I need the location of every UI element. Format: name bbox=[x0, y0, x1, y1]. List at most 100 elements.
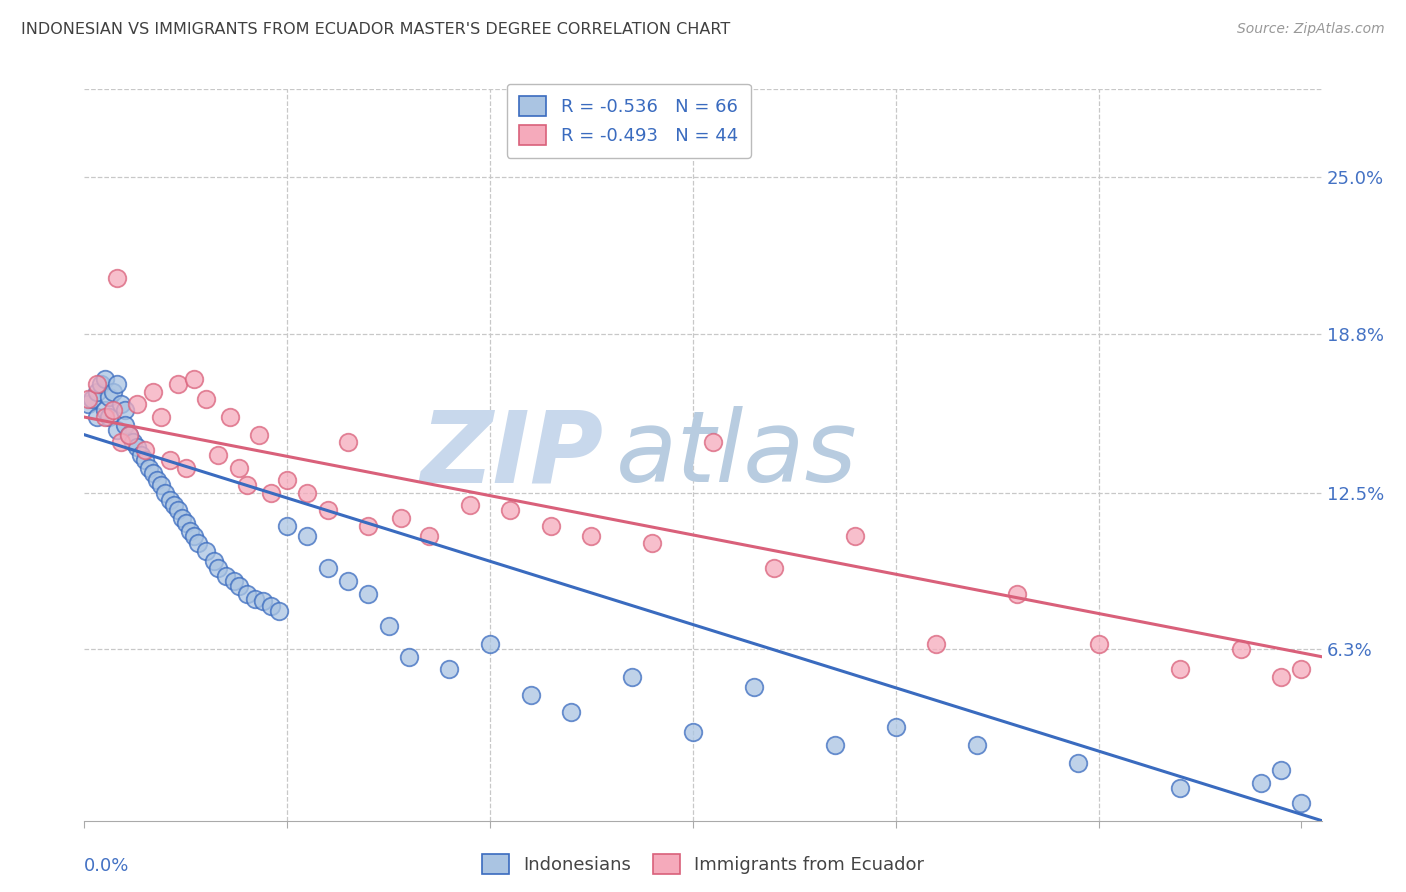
Point bbox=[762, 561, 785, 575]
Point bbox=[581, 528, 603, 542]
Point bbox=[884, 720, 907, 734]
Text: Source: ZipAtlas.com: Source: ZipAtlas.com bbox=[1237, 22, 1385, 37]
Point bbox=[224, 574, 246, 588]
Point bbox=[195, 392, 218, 407]
Point bbox=[86, 377, 108, 392]
Point bbox=[105, 423, 128, 437]
Text: atlas: atlas bbox=[616, 407, 858, 503]
Point bbox=[260, 599, 283, 614]
Point bbox=[159, 453, 181, 467]
Point bbox=[389, 511, 412, 525]
Point bbox=[150, 478, 173, 492]
Point bbox=[159, 493, 181, 508]
Point bbox=[247, 427, 270, 442]
Point bbox=[174, 516, 197, 530]
Point bbox=[824, 738, 846, 752]
Point bbox=[1270, 763, 1292, 777]
Point bbox=[77, 397, 100, 411]
Point bbox=[155, 485, 177, 500]
Point bbox=[1270, 670, 1292, 684]
Point bbox=[357, 587, 380, 601]
Point bbox=[621, 670, 644, 684]
Point bbox=[458, 499, 481, 513]
Point bbox=[682, 725, 704, 739]
Point bbox=[215, 569, 238, 583]
Point bbox=[179, 524, 201, 538]
Point bbox=[195, 543, 218, 558]
Point bbox=[138, 460, 160, 475]
Point bbox=[357, 518, 380, 533]
Point bbox=[110, 397, 132, 411]
Point bbox=[243, 591, 266, 606]
Point bbox=[101, 402, 124, 417]
Point bbox=[142, 466, 165, 480]
Point bbox=[260, 485, 283, 500]
Point bbox=[1250, 776, 1272, 790]
Point bbox=[97, 390, 120, 404]
Point bbox=[276, 518, 298, 533]
Point bbox=[122, 435, 145, 450]
Point bbox=[560, 705, 582, 719]
Point bbox=[316, 561, 339, 575]
Point bbox=[118, 427, 141, 442]
Point bbox=[337, 435, 360, 450]
Point bbox=[297, 485, 319, 500]
Point bbox=[742, 680, 765, 694]
Point bbox=[844, 528, 866, 542]
Point bbox=[1168, 662, 1191, 676]
Point bbox=[207, 561, 229, 575]
Point bbox=[90, 377, 112, 392]
Point bbox=[439, 662, 461, 676]
Point bbox=[134, 453, 156, 467]
Legend: Indonesians, Immigrants from Ecuador: Indonesians, Immigrants from Ecuador bbox=[471, 843, 935, 885]
Point bbox=[134, 442, 156, 457]
Point bbox=[1168, 780, 1191, 795]
Point bbox=[202, 554, 225, 568]
Text: ZIP: ZIP bbox=[420, 407, 605, 503]
Point bbox=[183, 372, 205, 386]
Point bbox=[1007, 587, 1029, 601]
Point bbox=[1229, 642, 1251, 657]
Point bbox=[129, 448, 152, 462]
Text: INDONESIAN VS IMMIGRANTS FROM ECUADOR MASTER'S DEGREE CORRELATION CHART: INDONESIAN VS IMMIGRANTS FROM ECUADOR MA… bbox=[21, 22, 730, 37]
Point bbox=[228, 579, 250, 593]
Point bbox=[702, 435, 724, 450]
Point bbox=[118, 427, 141, 442]
Point bbox=[93, 372, 115, 386]
Point bbox=[479, 637, 502, 651]
Point bbox=[97, 410, 120, 425]
Point bbox=[93, 402, 115, 417]
Point bbox=[540, 518, 562, 533]
Point bbox=[316, 503, 339, 517]
Point bbox=[127, 397, 149, 411]
Point bbox=[267, 604, 290, 618]
Point bbox=[146, 473, 169, 487]
Point bbox=[499, 503, 522, 517]
Point bbox=[207, 448, 229, 462]
Point bbox=[166, 377, 188, 392]
Point bbox=[105, 271, 128, 285]
Point bbox=[110, 435, 132, 450]
Point bbox=[1087, 637, 1109, 651]
Point bbox=[86, 410, 108, 425]
Point bbox=[170, 511, 193, 525]
Point bbox=[235, 478, 257, 492]
Point bbox=[174, 460, 197, 475]
Point bbox=[519, 688, 541, 702]
Point bbox=[162, 499, 184, 513]
Point bbox=[418, 528, 440, 542]
Point bbox=[150, 410, 173, 425]
Point bbox=[1291, 796, 1313, 810]
Point bbox=[966, 738, 988, 752]
Point bbox=[82, 392, 104, 407]
Point bbox=[228, 460, 250, 475]
Point bbox=[77, 392, 100, 407]
Point bbox=[101, 384, 124, 399]
Point bbox=[1291, 662, 1313, 676]
Point bbox=[252, 594, 274, 608]
Point bbox=[86, 384, 108, 399]
Point bbox=[142, 384, 165, 399]
Point bbox=[235, 587, 257, 601]
Point bbox=[105, 377, 128, 392]
Point bbox=[127, 441, 149, 455]
